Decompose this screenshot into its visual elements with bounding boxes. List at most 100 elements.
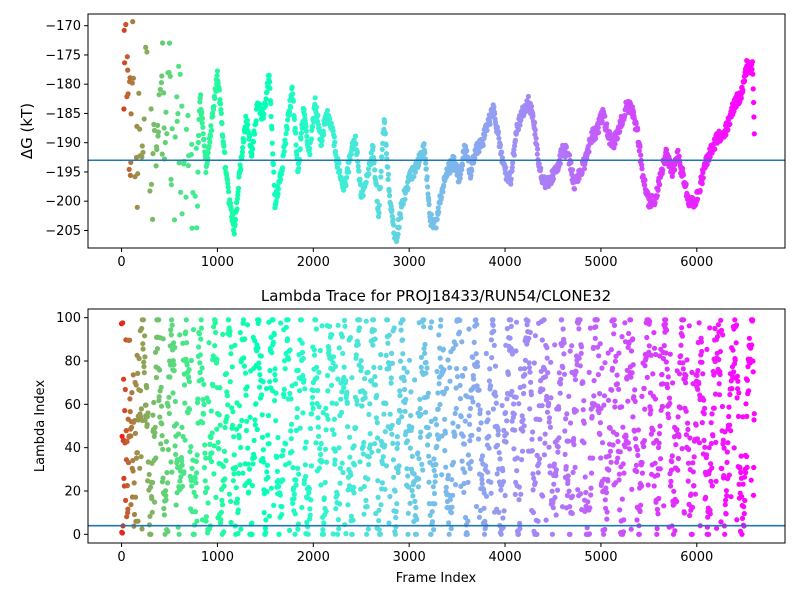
top-x-tick-label: 1000	[201, 255, 234, 270]
bottom-data-point	[124, 439, 130, 445]
bottom-data-point	[701, 437, 707, 443]
bottom-data-point	[511, 446, 517, 452]
bottom-data-point	[679, 333, 686, 339]
bottom-data-point	[741, 504, 747, 510]
bottom-data-point	[236, 403, 243, 409]
bottom-data-point	[630, 414, 636, 420]
bottom-data-point	[496, 450, 502, 456]
top-data-point	[612, 141, 618, 147]
bottom-data-point	[578, 350, 584, 356]
bottom-data-point	[400, 351, 406, 357]
bottom-data-point	[712, 325, 718, 332]
bottom-data-point	[425, 425, 431, 431]
bottom-data-point	[742, 497, 748, 504]
bottom-data-point	[443, 464, 449, 470]
bottom-data-point	[546, 415, 553, 421]
bottom-data-point	[169, 317, 175, 323]
bottom-data-point	[119, 530, 125, 536]
top-data-point	[469, 168, 475, 174]
bottom-data-point	[654, 506, 661, 513]
bottom-data-point	[565, 477, 571, 483]
bottom-data-point	[361, 511, 367, 517]
bottom-data-point	[631, 428, 638, 434]
bottom-data-point	[332, 457, 338, 463]
top-data-point	[216, 87, 222, 93]
bottom-data-point	[168, 332, 174, 338]
bottom-data-point	[639, 460, 645, 466]
bottom-data-point	[257, 372, 263, 378]
bottom-data-point	[229, 364, 235, 370]
bottom-data-point	[399, 414, 405, 420]
bottom-data-point	[123, 497, 129, 503]
top-data-point	[390, 217, 396, 223]
top-data-point	[198, 92, 204, 98]
bottom-data-point	[197, 369, 203, 376]
bottom-data-point	[582, 474, 588, 480]
top-data-point	[383, 151, 390, 157]
bottom-data-point	[543, 517, 549, 523]
top-data-point	[389, 207, 395, 213]
bottom-data-point	[531, 475, 537, 481]
top-data-point	[313, 104, 319, 110]
top-data-point	[683, 181, 689, 187]
bottom-data-point	[704, 346, 710, 352]
bottom-data-point	[392, 531, 398, 537]
bottom-data-point	[365, 476, 371, 482]
top-data-point	[652, 200, 658, 206]
bottom-data-point	[706, 445, 712, 451]
bottom-data-point	[669, 453, 675, 459]
top-data-point	[422, 150, 428, 156]
bottom-data-point	[699, 359, 705, 365]
bottom-data-point	[339, 334, 345, 340]
top-data-point	[377, 184, 383, 191]
top-data-point	[147, 188, 153, 194]
bottom-data-point	[300, 373, 306, 379]
bottom-data-point	[200, 411, 207, 417]
bottom-data-point	[620, 529, 627, 535]
bottom-data-point	[371, 327, 377, 333]
bottom-data-point	[404, 466, 410, 472]
bottom-data-point	[416, 456, 422, 462]
bottom-data-point	[394, 501, 400, 507]
bottom-data-point	[691, 454, 697, 460]
top-data-point	[124, 54, 130, 60]
bottom-data-point	[230, 422, 236, 428]
top-data-point	[130, 19, 136, 25]
top-data-point	[285, 117, 291, 123]
bottom-data-point	[216, 412, 222, 418]
bottom-data-point	[252, 417, 258, 423]
top-data-point	[261, 111, 267, 117]
bottom-axes-frame	[87, 308, 786, 544]
top-data-point	[400, 201, 406, 207]
top-data-point	[593, 135, 599, 142]
bottom-data-point	[494, 442, 501, 448]
bottom-data-point	[614, 459, 620, 465]
bottom-y-tick-label: 100	[56, 311, 81, 326]
top-data-point	[538, 165, 544, 171]
bottom-data-point	[466, 326, 472, 332]
bottom-data-point	[644, 334, 650, 341]
bottom-data-point	[562, 451, 568, 457]
bottom-data-point	[700, 371, 706, 377]
bottom-data-point	[372, 382, 379, 388]
top-data-point	[227, 200, 234, 206]
top-y-tick-label: −195	[45, 165, 81, 180]
bottom-data-point	[449, 477, 455, 483]
top-data-point	[309, 124, 316, 130]
bottom-data-point	[398, 327, 404, 333]
bottom-data-point	[503, 439, 509, 445]
bottom-data-point	[713, 478, 719, 484]
bottom-data-point	[450, 459, 457, 465]
top-y-tick-label: −190	[45, 136, 81, 151]
top-data-point	[366, 171, 372, 177]
bottom-data-point	[694, 436, 701, 442]
top-data-point	[376, 210, 382, 216]
bottom-data-point	[656, 431, 663, 437]
bottom-data-point	[169, 469, 175, 475]
top-data-point	[148, 181, 155, 187]
bottom-data-point	[592, 335, 598, 341]
bottom-data-point	[513, 348, 519, 354]
bottom-data-point	[209, 459, 215, 465]
top-data-point	[343, 183, 349, 189]
